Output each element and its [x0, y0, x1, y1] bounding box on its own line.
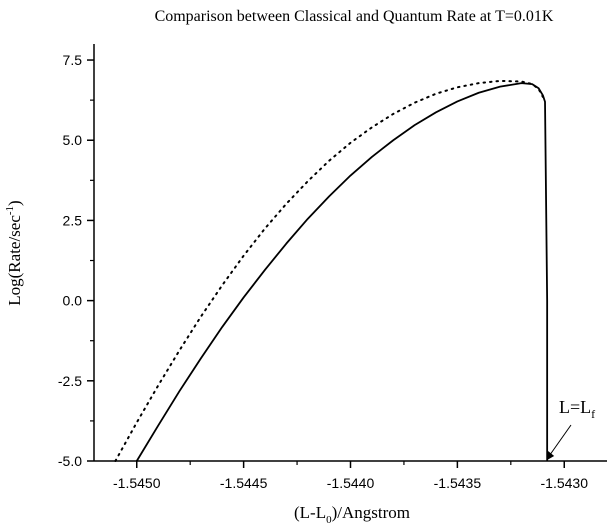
x-tick-label: -1.5445	[220, 475, 268, 491]
plot-frame	[93, 44, 607, 462]
y-tick-label: -5.0	[58, 453, 82, 469]
x-tick-label: -1.5450	[113, 475, 161, 491]
annotation-label: L=Lf	[559, 397, 595, 421]
y-tick-label: 7.5	[63, 52, 83, 68]
x-tick-label: -1.5430	[541, 475, 589, 491]
x-tick-label: -1.5440	[327, 475, 375, 491]
y-tick-label: 2.5	[63, 212, 83, 228]
chart-title: Comparison between Classical and Quantum…	[155, 8, 554, 25]
annotation-subscript: f	[591, 407, 595, 421]
series-solid-line	[135, 82, 549, 462]
y-tick-label: 5.0	[63, 132, 83, 148]
y-ticks: -5.0 -2.5 0.0 2.5 5.0 7.5	[58, 52, 94, 469]
x-axis-label-sub: 0	[326, 514, 332, 526]
series-dotted-line	[114, 79, 544, 462]
y-axis-label: Log(Rate/sec-1)	[4, 200, 24, 305]
annotation-lf: L=Lf	[547, 397, 595, 460]
annotation-arrow	[548, 424, 572, 457]
y-tick-label: -2.5	[58, 373, 82, 389]
x-tick-label: -1.5435	[434, 475, 482, 491]
y-tick-label: 0.0	[63, 293, 83, 309]
series-layer	[114, 79, 549, 462]
x-axis-label: (L-L0)/Angstrom	[294, 503, 410, 526]
y-axis-label-sup: -1	[4, 206, 16, 215]
x-ticks: -1.5450 -1.5445 -1.5440 -1.5435 -1.5430	[113, 461, 588, 491]
annotation-arrowhead	[547, 451, 555, 460]
